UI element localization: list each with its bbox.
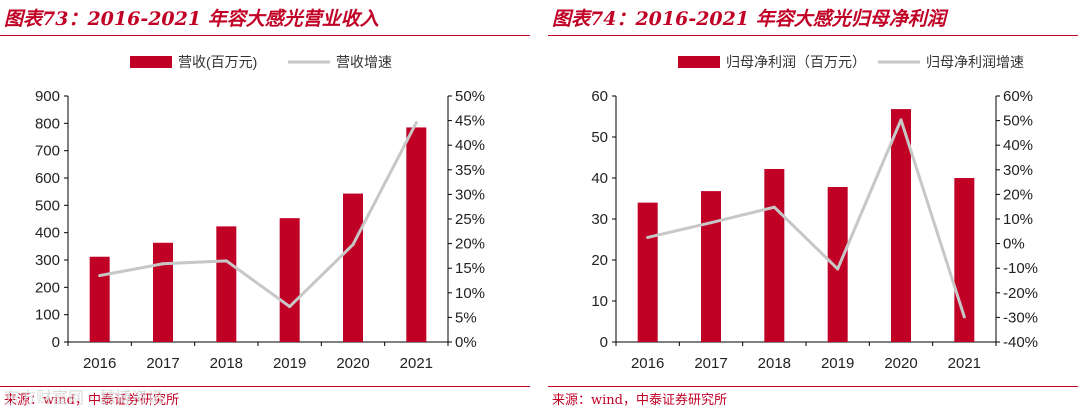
- y-tick-label-right: 35%: [455, 162, 485, 179]
- y-tick-label-left: 900: [35, 88, 60, 105]
- legend-line-label: 归母净利润增速: [926, 54, 1024, 70]
- y-tick-label-left: 0: [52, 334, 60, 351]
- y-tick-label-right: 40%: [1003, 137, 1033, 154]
- watermark: 东方财富网 · 慧博资讯: [4, 388, 164, 407]
- y-tick-label-right: 50%: [455, 88, 485, 105]
- growth-point-2016: [98, 274, 102, 278]
- legend-line-label: 营收增速: [336, 54, 392, 70]
- source-note: 来源：wind，中泰证券研究所: [552, 393, 727, 408]
- y-tick-label-right: 45%: [455, 113, 485, 130]
- y-tick-label-right: 50%: [1003, 113, 1033, 130]
- x-tick-label: 2016: [83, 355, 116, 372]
- y-tick-label-left: 0: [600, 334, 608, 351]
- growth-point-2020: [351, 243, 355, 247]
- bar-2020: [891, 109, 911, 343]
- y-tick-label-right: -30%: [1003, 309, 1038, 326]
- bar-2017: [153, 242, 173, 342]
- growth-point-2021: [414, 121, 418, 125]
- title-divider: [0, 35, 530, 36]
- source-divider: [548, 386, 1078, 387]
- growth-point-2018: [224, 259, 228, 263]
- bar-2020: [343, 193, 363, 342]
- y-tick-label-right: 30%: [455, 186, 485, 203]
- x-tick-label: 2019: [821, 355, 854, 372]
- y-tick-label-right: 40%: [455, 137, 485, 154]
- y-tick-label-right: 60%: [1003, 88, 1033, 105]
- x-tick-label: 2017: [694, 355, 727, 372]
- y-tick-label-right: 20%: [1003, 186, 1033, 203]
- x-tick-label: 2016: [631, 355, 664, 372]
- growth-line: [647, 118, 966, 318]
- growth-point-2020: [899, 118, 903, 122]
- y-tick-label-right: 15%: [455, 260, 485, 277]
- bar-2018: [216, 226, 237, 342]
- y-tick-label-right: 0%: [455, 334, 477, 351]
- growth-point-2017: [709, 221, 713, 225]
- x-tick-label: 2020: [884, 355, 917, 372]
- net-profit-chart: 归母净利润（百万元） 归母净利润增速 0 10 20 30 40 50 60 -40% -30% -2…: [591, 54, 1038, 372]
- x-tick-label: 2017: [146, 355, 179, 372]
- y-tick-label-right: 20%: [455, 236, 485, 253]
- x-tick-label: 2021: [948, 355, 981, 372]
- x-tick-label: 2020: [336, 355, 369, 372]
- y-tick-label-right: 10%: [1003, 211, 1033, 228]
- title-divider: [548, 35, 1078, 36]
- source-note: 来源：wind，中泰证券研究所: [4, 393, 179, 408]
- legend-bar-swatch: [130, 56, 172, 68]
- y-tick-label-left: 600: [35, 170, 60, 187]
- y-tick-label-left: 800: [35, 115, 60, 132]
- y-tick-label-right: 0%: [1003, 236, 1025, 253]
- growth-point-2016: [646, 235, 650, 239]
- y-tick-label-right: 30%: [1003, 162, 1033, 179]
- growth-point-2018: [772, 205, 776, 209]
- y-tick-label-left: 60: [591, 88, 608, 105]
- y-tick-label-right: -20%: [1003, 285, 1038, 302]
- y-tick-label-left: 200: [35, 279, 60, 296]
- bar-2018: [764, 168, 785, 342]
- source-divider: [0, 386, 530, 387]
- y-tick-label-right: -10%: [1003, 260, 1038, 277]
- bar-2016: [89, 256, 110, 342]
- y-tick-label-right: 5%: [455, 309, 477, 326]
- y-tick-label-left: 400: [35, 225, 60, 242]
- legend: 归母净利润（百万元） 归母净利润增速: [678, 54, 1024, 70]
- bar-2019: [827, 187, 848, 342]
- chart-panel-revenue: 图表73：2016-2021 年容大感光营业收入 营收(百万元) 营收增速 0 100…: [0, 0, 530, 413]
- chart-title: 图表74：2016-2021 年容大感光归母净利润: [552, 8, 946, 30]
- legend-bar-label: 归母净利润（百万元）: [726, 54, 866, 70]
- bar-2016: [637, 202, 658, 342]
- legend: 营收(百万元) 营收增速: [130, 54, 392, 70]
- bar-2017: [701, 191, 721, 342]
- y-tick-label-right: 10%: [455, 285, 485, 302]
- y-tick-label-right: 25%: [455, 211, 485, 228]
- chart-panel-net-profit: 图表74：2016-2021 年容大感光归母净利润 归母净利润（百万元） 归母净利…: [548, 0, 1078, 413]
- y-tick-label-left: 50: [591, 129, 608, 146]
- revenue-chart: 营收(百万元) 营收增速 0 100 200 300 400 500 600 700 800 900 0…: [35, 54, 485, 372]
- x-tick-label: 2019: [273, 355, 306, 372]
- x-tick-label: 2021: [400, 355, 433, 372]
- y-tick-label-left: 40: [591, 170, 608, 187]
- growth-point-2019: [288, 305, 292, 309]
- y-tick-label-left: 100: [35, 307, 60, 324]
- y-tick-label-left: 500: [35, 197, 60, 214]
- y-tick-label-left: 700: [35, 143, 60, 160]
- bar-2019: [279, 218, 300, 342]
- y-tick-label-left: 20: [591, 252, 608, 269]
- legend-bar-swatch: [678, 56, 720, 68]
- y-tick-label-left: 30: [591, 211, 608, 228]
- growth-line: [99, 121, 418, 309]
- growth-point-2017: [161, 262, 165, 266]
- y-tick-label-right: -40%: [1003, 334, 1038, 351]
- growth-point-2019: [836, 267, 840, 271]
- x-tick-label: 2018: [210, 355, 243, 372]
- chart-title: 图表73：2016-2021 年容大感光营业收入: [4, 8, 379, 30]
- x-tick-label: 2018: [758, 355, 791, 372]
- bar-2021: [406, 127, 427, 342]
- y-tick-label-left: 10: [591, 293, 608, 310]
- legend-bar-label: 营收(百万元): [178, 54, 257, 70]
- growth-point-2021: [962, 315, 966, 319]
- y-tick-label-left: 300: [35, 252, 60, 269]
